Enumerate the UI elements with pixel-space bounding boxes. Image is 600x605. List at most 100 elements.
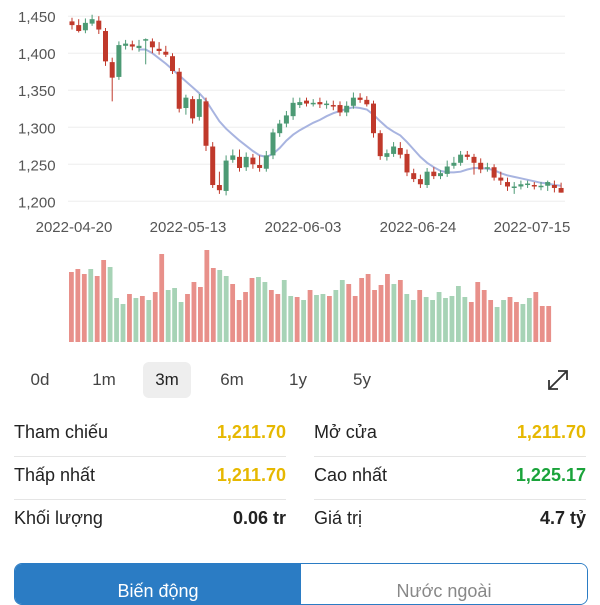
candle xyxy=(310,99,316,107)
volume-bar xyxy=(404,294,410,342)
volume-bar xyxy=(243,292,248,342)
candle-body xyxy=(103,31,108,62)
candle xyxy=(243,152,249,171)
volume-bar xyxy=(391,284,397,342)
volume-bar xyxy=(488,300,494,342)
volume-bar xyxy=(449,296,455,342)
candle-body xyxy=(163,51,169,55)
candle xyxy=(411,168,417,183)
candle xyxy=(270,128,276,160)
range-6m[interactable]: 6m xyxy=(220,370,244,389)
candle-body xyxy=(82,22,88,31)
candle xyxy=(431,167,437,180)
volume-bar xyxy=(378,285,384,342)
candle-body xyxy=(464,154,470,157)
volume-bar xyxy=(339,280,345,342)
candle-body xyxy=(277,123,283,134)
candle xyxy=(109,57,115,102)
volume-bar xyxy=(507,297,513,342)
candle xyxy=(484,162,490,172)
volume-bar xyxy=(417,290,423,342)
candle-body xyxy=(444,166,450,174)
tab-bien-dong[interactable]: Biến động xyxy=(15,564,301,604)
candle xyxy=(377,130,383,160)
y-tick-label: 1,300 xyxy=(18,120,56,137)
tab-bar: Biến động Nước ngoài xyxy=(14,563,588,605)
range-1m[interactable]: 1m xyxy=(92,370,116,389)
y-tick-label: 1,200 xyxy=(18,194,56,211)
candle-body xyxy=(310,102,316,105)
candle-body xyxy=(96,20,102,30)
range-1y[interactable]: 1y xyxy=(289,370,307,389)
candle xyxy=(223,155,229,196)
candle-body xyxy=(290,102,296,117)
candle-body xyxy=(176,71,182,109)
candle xyxy=(404,149,410,177)
candle-body xyxy=(116,45,122,77)
candle-body xyxy=(551,185,557,188)
range-5y[interactable]: 5y xyxy=(353,370,371,389)
candle xyxy=(136,39,142,52)
candle xyxy=(196,93,202,121)
volume-bar xyxy=(514,302,519,342)
volume-bar xyxy=(526,298,532,342)
candle-body xyxy=(478,162,484,170)
volume-bar xyxy=(191,282,197,342)
x-tick-label: 2022-05-13 xyxy=(150,219,227,236)
candle-body xyxy=(123,43,129,46)
stat-label: Giá trị xyxy=(314,508,363,528)
candle-body xyxy=(317,102,323,105)
candle-body xyxy=(471,156,477,163)
candle xyxy=(163,45,169,57)
volume-bar xyxy=(275,294,281,342)
candle xyxy=(451,156,457,169)
candle xyxy=(216,171,222,194)
volume-bar xyxy=(165,290,171,342)
volume-bar xyxy=(172,288,177,342)
candle-body xyxy=(451,162,457,166)
candle xyxy=(551,180,557,193)
x-tick-label: 2022-06-24 xyxy=(380,219,457,236)
volume-bar xyxy=(365,274,371,342)
candle xyxy=(96,16,102,34)
volume-bar xyxy=(94,276,100,342)
price-chart[interactable]: 1,2001,2501,3001,3501,4001,4501,5002022-… xyxy=(0,0,600,245)
divider xyxy=(14,456,286,457)
candle xyxy=(350,92,356,109)
candle-body xyxy=(411,173,417,180)
volume-bar xyxy=(120,304,126,342)
candle xyxy=(391,142,397,157)
candle xyxy=(257,155,263,172)
volume-chart xyxy=(69,250,552,342)
volume-bar xyxy=(146,300,152,342)
y-tick-label: 1,250 xyxy=(18,157,56,174)
candle-body xyxy=(270,132,276,156)
candle-body xyxy=(438,173,443,177)
stat-thap-nhat: Thấp nhất 1,211.70 xyxy=(14,455,286,495)
volume-bar xyxy=(249,278,255,342)
x-tick-label: 2022-04-20 xyxy=(36,219,113,236)
candle-body xyxy=(297,102,303,106)
candle-body xyxy=(243,156,249,168)
volume-bar xyxy=(81,274,87,342)
volume-bar xyxy=(69,272,74,342)
candle xyxy=(290,97,296,120)
stat-value: 1,211.70 xyxy=(216,422,286,442)
tab-nuoc-ngoai[interactable]: Nước ngoài xyxy=(301,564,587,604)
range-0d[interactable]: 0d xyxy=(30,370,50,389)
candle xyxy=(337,101,343,117)
range-3m[interactable]: 3m xyxy=(143,362,191,398)
x-tick-label: 2022-06-03 xyxy=(265,219,342,236)
volume-bar xyxy=(185,294,190,342)
candle xyxy=(538,182,544,191)
volume-bar xyxy=(281,280,287,342)
volume-bar xyxy=(223,276,229,342)
candle-body xyxy=(257,165,263,168)
candle xyxy=(89,14,95,26)
candle xyxy=(143,38,149,65)
volume-bar xyxy=(127,294,132,342)
stat-value: 0.06 tr xyxy=(232,508,286,528)
candle xyxy=(518,180,524,190)
candle xyxy=(511,182,517,194)
expand-button[interactable] xyxy=(540,362,576,398)
